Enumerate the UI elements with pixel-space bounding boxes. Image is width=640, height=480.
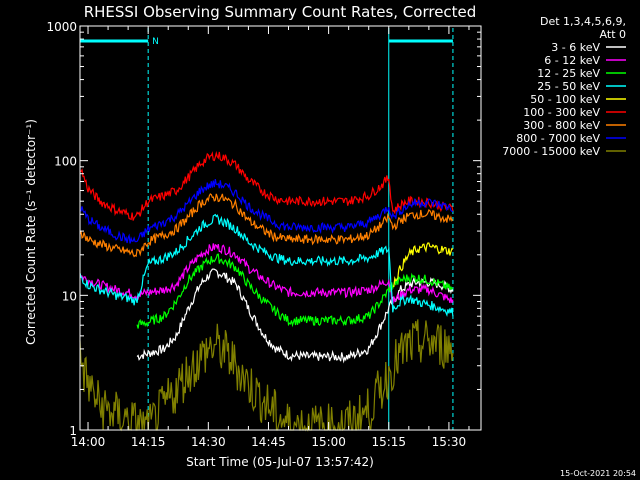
series-line (136, 253, 454, 329)
legend-entry-label: 25 - 50 keV (537, 80, 600, 93)
x-tick-label: 14:30 (191, 435, 226, 449)
legend-entry-label: 12 - 25 keV (537, 67, 600, 80)
y-tick-label: 10 (62, 289, 77, 303)
y-tick-label: 1 (69, 424, 77, 438)
series-line (79, 193, 454, 258)
x-tick-label: 15:30 (432, 435, 467, 449)
series-line (136, 268, 454, 364)
x-tick-label: 14:15 (131, 435, 166, 449)
series-line (79, 150, 454, 221)
y-axis-label: Corrected Count Rate (s⁻¹ detector⁻¹) (24, 119, 38, 345)
x-tick-label: 14:45 (251, 435, 286, 449)
y-tick-label: 100 (54, 155, 77, 169)
x-axis-label: Start Time (05-Jul-07 13:57:42) (186, 455, 374, 469)
legend-header-line-1: Det 1,3,4,5,6,9, (540, 15, 626, 28)
legend-entry-label: 800 - 7000 keV (516, 132, 600, 145)
y-tick-label: 1000 (46, 20, 77, 34)
legend-entry-label: 50 - 100 keV (530, 93, 600, 106)
legend-entry-label: 3 - 6 keV (551, 41, 600, 54)
series-line (79, 213, 454, 318)
chart-title: RHESSI Observing Summary Count Rates, Co… (84, 3, 477, 21)
legend-entry-label: 300 - 800 keV (523, 119, 600, 132)
flag-label: N (152, 37, 159, 47)
x-tick-label: 15:15 (371, 435, 406, 449)
legend-header-line-2: Att 0 (600, 28, 626, 41)
series-line (79, 178, 454, 244)
axes: 1 10 100 1000 14:00 14:15 14:30 14:45 15:00 15:15… (46, 20, 482, 449)
legend-entry-label: 7000 - 15000 keV (502, 145, 600, 158)
x-tick-label: 14:00 (71, 435, 106, 449)
legend-entry-label: 6 - 12 keV (544, 54, 600, 67)
plot-frame (79, 25, 482, 431)
series-line (393, 242, 454, 288)
series-line (79, 243, 454, 305)
x-tick-label: 15:00 (311, 435, 346, 449)
legend-entry-label: 100 - 300 keV (523, 106, 600, 119)
footer-timestamp: 15-Oct-2021 20:54 (560, 469, 636, 478)
